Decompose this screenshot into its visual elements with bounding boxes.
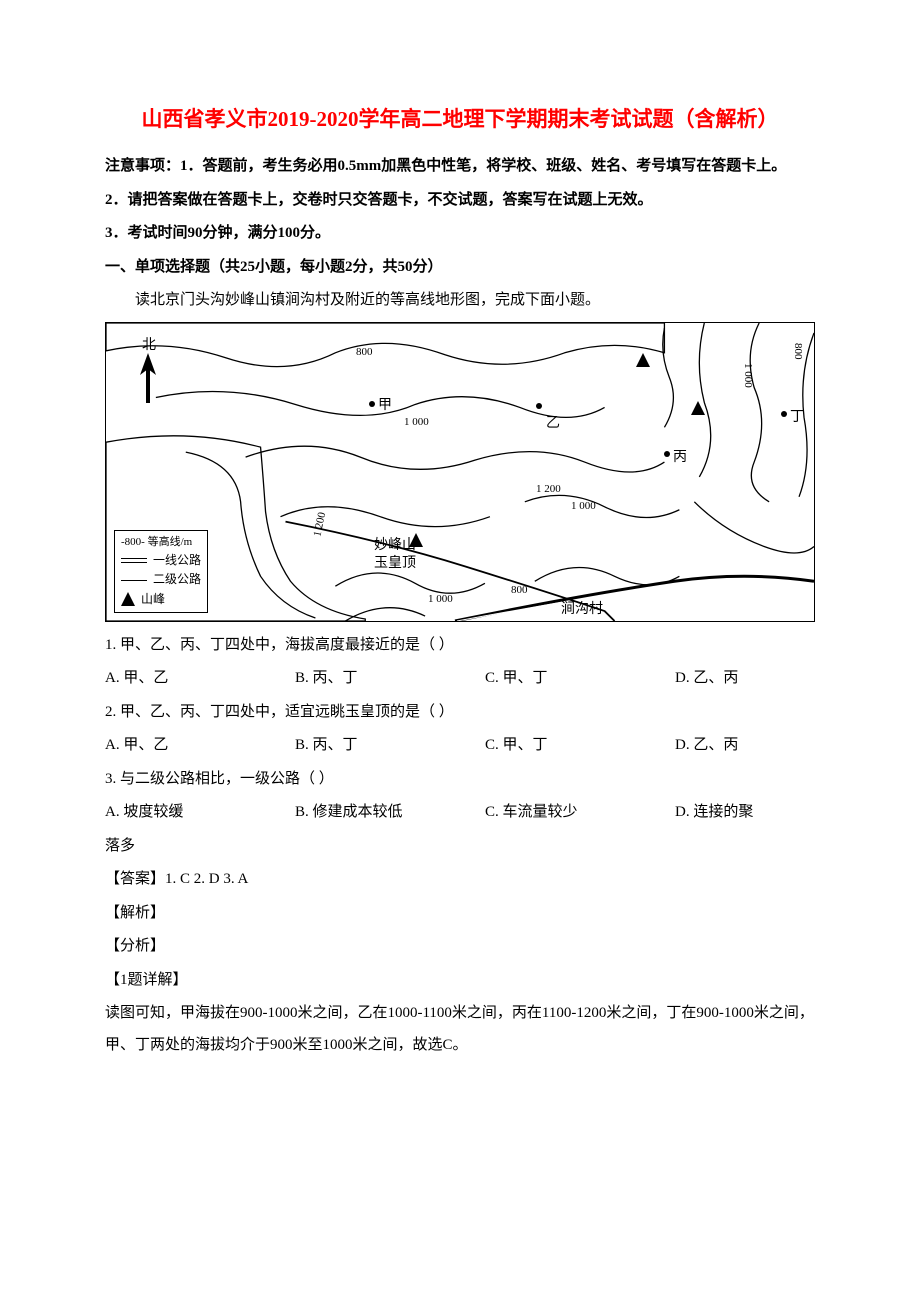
point-ding-dot [781, 411, 787, 417]
map-legend: -800- 等高线/m 一线公路 二级公路 山峰 [114, 530, 208, 613]
section-heading: 一、单项选择题（共25小题，每小题2分，共50分） [105, 252, 815, 284]
legend-contour-label: -800- 等高线/m [121, 534, 192, 552]
q2-opt-a: A. 甲、乙 [105, 730, 295, 762]
legend-road1-label: 一线公路 [153, 551, 201, 570]
legend-peak-icon [121, 592, 135, 606]
legend-road2-icon [121, 580, 147, 581]
q3-options: A. 坡度较缓 B. 修建成本较低 C. 车流量较少 D. 连接的聚 [105, 797, 815, 829]
point-ding-label: 丁 [790, 403, 804, 432]
contour-800a: 800 [356, 341, 373, 364]
legend-peak-label: 山峰 [141, 590, 165, 609]
contour-1000a: 1 000 [404, 411, 429, 434]
point-yi-dot [536, 403, 542, 409]
q2-opt-b: B. 丙、丁 [295, 730, 485, 762]
notice-3: 3．考试时间90分钟，满分100分。 [105, 218, 815, 250]
contour-lines [106, 323, 814, 621]
notice-1: 注意事项：1．答题前，考生务必用0.5mm加黑色中性笔，将学校、班级、姓名、考号… [105, 151, 815, 183]
peak-icon-1 [636, 353, 650, 367]
contour-map: 北 甲 乙 丙 丁 妙峰山 玉皇顶 涧沟村 800 800 800 1 000 … [105, 322, 815, 622]
q1-detail-body: 读图可知，甲海拔在900-1000米之间，乙在1000-1100米之间，丙在11… [105, 998, 815, 1061]
legend-road1-icon [121, 558, 147, 563]
intro-text: 读北京门头沟妙峰山镇涧沟村及附近的等高线地形图，完成下面小题。 [105, 285, 815, 317]
q2-opt-d: D. 乙、丙 [675, 730, 815, 762]
exam-title: 山西省孝义市2019-2020学年高二地理下学期期末考试试题（含解析） [105, 95, 815, 143]
analysis-sub: 【分析】 [105, 931, 815, 963]
north-arrow-icon [136, 353, 160, 418]
q3-opt-d-suffix: 落多 [105, 831, 815, 863]
point-yi-label: 乙 [546, 409, 560, 438]
yuhuang-label: 玉皇顶 [374, 549, 416, 578]
point-bing-label: 丙 [673, 443, 687, 472]
q1-detail-header: 【1题详解】 [105, 965, 815, 997]
contour-1000c: 1 000 [571, 495, 596, 518]
contour-1200b: 1 200 [536, 478, 561, 501]
contour-800b: 800 [786, 343, 809, 360]
q2-opt-c: C. 甲、丁 [485, 730, 675, 762]
q3-opt-d: D. 连接的聚 [675, 797, 815, 829]
q3-opt-a: A. 坡度较缓 [105, 797, 295, 829]
q1-opt-a: A. 甲、乙 [105, 663, 295, 695]
contour-800c: 800 [511, 579, 528, 602]
q1-options: A. 甲、乙 B. 丙、丁 C. 甲、丁 D. 乙、丙 [105, 663, 815, 695]
q3-stem: 3. 与二级公路相比，一级公路（ ） [105, 764, 815, 796]
contour-1000d: 1 000 [428, 588, 453, 611]
q1-opt-c: C. 甲、丁 [485, 663, 675, 695]
point-jia-label: 甲 [378, 391, 392, 420]
point-bing-dot [664, 451, 670, 457]
peak-icon-2 [691, 401, 705, 415]
q3-opt-b: B. 修建成本较低 [295, 797, 485, 829]
q3-opt-c: C. 车流量较少 [485, 797, 675, 829]
q1-opt-d: D. 乙、丙 [675, 663, 815, 695]
q1-stem: 1. 甲、乙、丙、丁四处中，海拔高度最接近的是（ ） [105, 630, 815, 662]
legend-road2-label: 二级公路 [153, 570, 201, 589]
contour-1000b: 1 000 [736, 363, 759, 388]
q2-stem: 2. 甲、乙、丙、丁四处中，适宜远眺玉皇顶的是（ ） [105, 697, 815, 729]
q2-options: A. 甲、乙 B. 丙、丁 C. 甲、丁 D. 乙、丙 [105, 730, 815, 762]
q1-opt-b: B. 丙、丁 [295, 663, 485, 695]
notice-2: 2．请把答案做在答题卡上，交卷时只交答题卡，不交试题，答案写在试题上无效。 [105, 185, 815, 217]
point-jia-dot [369, 401, 375, 407]
analysis-header: 【解析】 [105, 898, 815, 930]
answer-line: 【答案】1. C 2. D 3. A [105, 864, 815, 896]
jiangou-label: 涧沟村 [561, 595, 603, 624]
